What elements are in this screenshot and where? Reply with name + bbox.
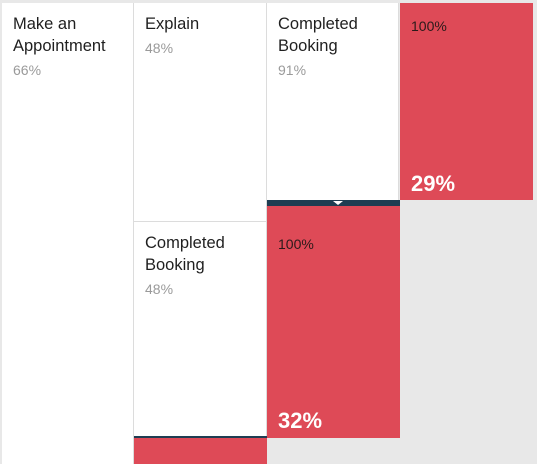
node-percent: 48% (145, 40, 174, 56)
node-label: Completed Booking (145, 234, 225, 274)
flow-notch-icon (333, 201, 343, 205)
node-percent: 91% (278, 62, 307, 78)
flow-divider (134, 436, 267, 438)
drop-off-bar[interactable] (134, 438, 267, 464)
drop-off-label: 100% (278, 236, 314, 252)
node-completed-booking-after-explain[interactable]: Completed Booking 91% (267, 3, 399, 200)
node-label: Explain (145, 15, 200, 33)
node-completed-booking-direct[interactable]: Completed Booking 48% (134, 222, 267, 436)
drop-off-bar[interactable]: 100% 32% (267, 206, 400, 438)
drop-off-value: 32% (278, 408, 323, 433)
node-label: Completed Booking (278, 15, 358, 55)
drop-off-bar[interactable]: 100% 29% (400, 3, 533, 200)
node-percent: 66% (13, 62, 42, 78)
node-make-appointment[interactable]: Make an Appointment 66% (2, 3, 134, 464)
drop-off-value: 29% (411, 171, 456, 196)
node-separator (134, 221, 267, 222)
node-explain[interactable]: Explain 48% (134, 3, 267, 221)
node-label: Make an Appointment (13, 15, 106, 55)
node-percent: 48% (145, 281, 174, 297)
drop-off-label: 100% (411, 18, 447, 34)
